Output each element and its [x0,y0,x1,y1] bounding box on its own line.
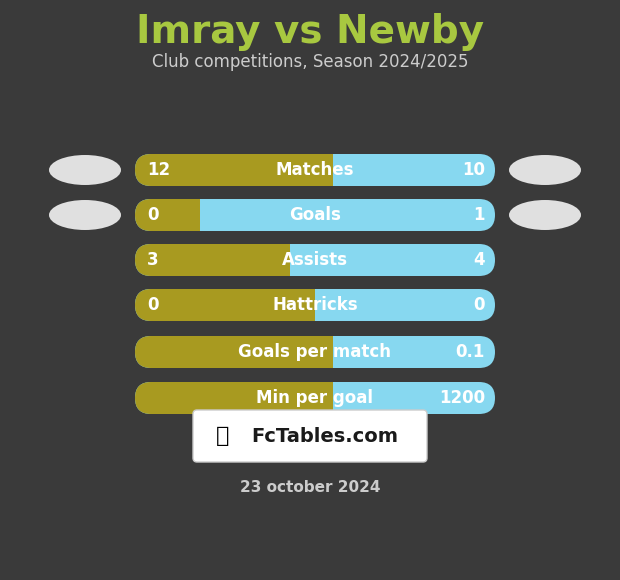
Text: 📊: 📊 [216,426,229,446]
FancyBboxPatch shape [135,382,495,414]
Text: Matches: Matches [276,161,354,179]
Bar [299,289,315,321]
Text: 4: 4 [474,251,485,269]
FancyBboxPatch shape [135,154,495,186]
Bar [317,336,333,368]
FancyBboxPatch shape [135,289,315,321]
Text: 12: 12 [147,161,170,179]
Ellipse shape [509,155,581,185]
Bar [274,244,290,276]
Text: 0: 0 [147,296,159,314]
FancyBboxPatch shape [135,244,495,276]
FancyBboxPatch shape [135,336,333,368]
Text: Goals: Goals [289,206,341,224]
FancyBboxPatch shape [135,336,495,368]
Text: 3: 3 [147,251,159,269]
Text: FcTables.com: FcTables.com [252,426,399,445]
Text: 1: 1 [474,206,485,224]
FancyBboxPatch shape [135,199,495,231]
FancyBboxPatch shape [193,410,427,462]
FancyBboxPatch shape [135,382,333,414]
Bar [184,199,200,231]
Text: 0: 0 [147,206,159,224]
Ellipse shape [509,200,581,230]
FancyBboxPatch shape [135,289,495,321]
Text: Assists: Assists [282,251,348,269]
Text: Club competitions, Season 2024/2025: Club competitions, Season 2024/2025 [152,53,468,71]
FancyBboxPatch shape [135,154,333,186]
Bar [317,154,333,186]
Text: 23 october 2024: 23 october 2024 [240,480,380,495]
Text: Hattricks: Hattricks [272,296,358,314]
Text: 0.1: 0.1 [456,343,485,361]
Bar [317,382,333,414]
FancyBboxPatch shape [135,244,290,276]
Text: Min per goal: Min per goal [257,389,373,407]
Text: Imray vs Newby: Imray vs Newby [136,13,484,51]
Text: 10: 10 [462,161,485,179]
FancyBboxPatch shape [135,199,200,231]
Text: Goals per match: Goals per match [239,343,391,361]
Ellipse shape [49,155,121,185]
Ellipse shape [49,200,121,230]
Text: 1200: 1200 [439,389,485,407]
Text: 0: 0 [474,296,485,314]
